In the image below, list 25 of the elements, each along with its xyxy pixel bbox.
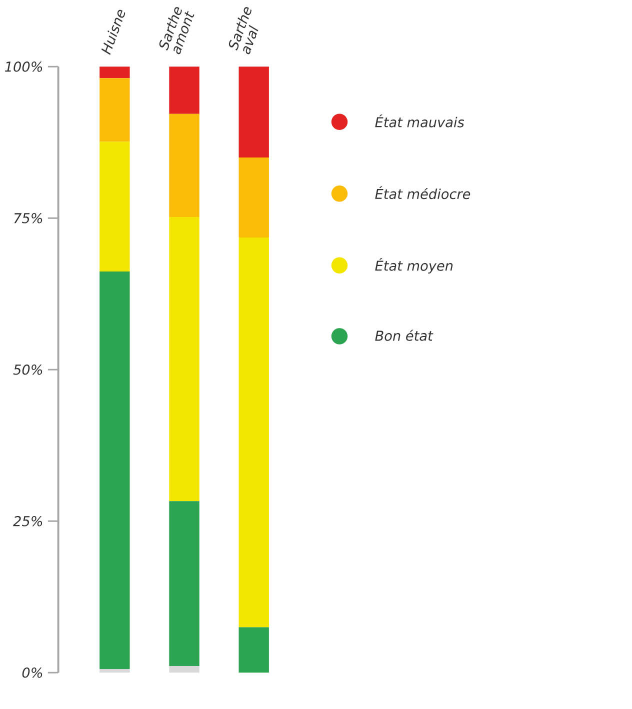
y-tick-label: 0% xyxy=(22,667,42,678)
x-tick-label: Sarthe amont xyxy=(159,7,194,54)
bar xyxy=(238,158,269,238)
legend-label: État moyen xyxy=(375,258,453,274)
legend-label: État médiocre xyxy=(375,186,470,200)
bar xyxy=(238,238,269,628)
bar xyxy=(169,501,200,666)
bar xyxy=(100,669,130,673)
bar xyxy=(100,66,130,78)
legend-label: Bon état xyxy=(375,330,434,341)
x-tick-label: Sarthe aval xyxy=(228,7,258,54)
bar xyxy=(169,114,200,217)
y-tick-label: 100% xyxy=(4,61,42,72)
bar xyxy=(238,66,269,158)
y-tick-label: 25% xyxy=(13,516,42,526)
bar xyxy=(100,78,130,142)
bar xyxy=(169,216,200,502)
bar xyxy=(169,666,200,673)
bar xyxy=(169,66,200,114)
y-tick-label: 75% xyxy=(14,212,42,224)
bar xyxy=(238,627,269,673)
bar xyxy=(100,271,130,669)
y-tick-label: 50% xyxy=(13,364,42,375)
bar xyxy=(100,142,130,272)
legend-label: État mauvais xyxy=(375,114,464,128)
